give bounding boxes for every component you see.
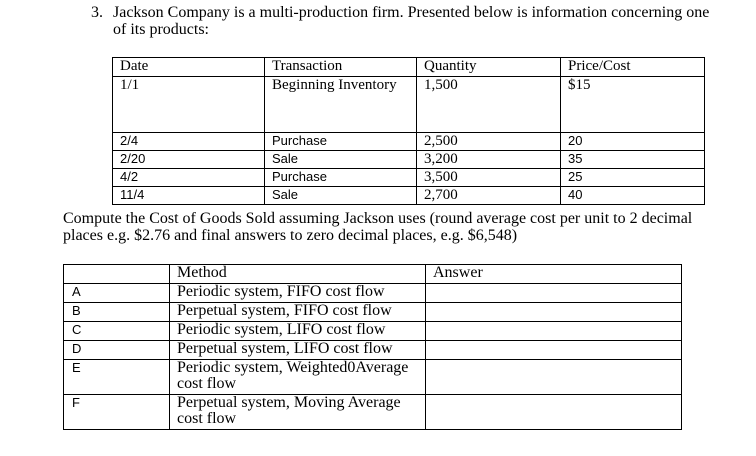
quantity-cell: 3,200 [416,150,561,169]
date-cell: 1/1 [112,76,265,133]
transaction-cell: Sale [264,186,417,205]
question-number: 3. [91,4,103,21]
method-cell: Periodic system, FIFO cost flow [169,283,426,303]
header-quantity: Quantity [416,57,561,77]
answer-cell[interactable] [425,283,682,303]
letter-cell: A [63,283,170,303]
answers-header-row: Method Answer [63,264,682,284]
header-letter [63,264,170,284]
method-cell: Periodic system, LIFO cost flow [169,321,426,341]
date-cell: 11/4 [112,186,265,205]
answer-cell[interactable] [425,394,682,430]
letter-cell: D [63,340,170,360]
letter-cell: C [63,321,170,341]
table-row: 2/20 Sale 3,200 35 [112,150,705,169]
table-row: C Periodic system, LIFO cost flow [63,321,682,341]
price-cell: 40 [560,186,705,205]
table-row: 4/2 Purchase 3,500 25 [112,168,705,187]
table-row: 2/4 Purchase 2,500 20 [112,132,705,151]
date-cell: 4/2 [112,168,265,187]
price-cell: 35 [560,150,705,169]
answer-cell[interactable] [425,359,682,395]
transaction-cell: Sale [264,150,417,169]
header-date: Date [112,57,265,77]
table-row: F Perpetual system, Moving Average cost … [63,394,682,430]
quantity-cell: 1,500 [416,76,561,133]
letter-cell: E [63,359,170,395]
table-row: A Periodic system, FIFO cost flow [63,283,682,303]
table-row: B Perpetual system, FIFO cost flow [63,302,682,322]
method-cell: Perpetual system, LIFO cost flow [169,340,426,360]
answers-table: Method Answer A Periodic system, FIFO co… [63,264,682,430]
price-cell: $15 [560,76,705,133]
transactions-header-row: Date Transaction Quantity Price/Cost [112,57,705,77]
instructions-text: Compute the Cost of Goods Sold assuming … [63,210,693,244]
header-price-cost: Price/Cost [560,57,705,77]
answer-cell[interactable] [425,302,682,322]
letter-cell: F [63,394,170,430]
table-row: E Periodic system, Weighted0Average cost… [63,359,682,395]
header-answer: Answer [425,264,682,284]
answer-cell[interactable] [425,340,682,360]
question-text: Jackson Company is a multi-production fi… [113,4,710,38]
price-cell: 20 [560,132,705,151]
transaction-cell: Purchase [264,132,417,151]
method-cell: Perpetual system, FIFO cost flow [169,302,426,322]
header-method: Method [169,264,426,284]
table-row: 1/1 Beginning Inventory 1,500 $15 [112,76,705,133]
method-cell: Periodic system, Weighted0Average cost f… [169,359,426,395]
answer-cell[interactable] [425,321,682,341]
date-cell: 2/4 [112,132,265,151]
transactions-table: Date Transaction Quantity Price/Cost 1/1… [112,57,705,205]
quantity-cell: 3,500 [416,168,561,187]
date-cell: 2/20 [112,150,265,169]
table-row: 11/4 Sale 2,700 40 [112,186,705,205]
transaction-cell: Purchase [264,168,417,187]
quantity-cell: 2,700 [416,186,561,205]
letter-cell: B [63,302,170,322]
header-transaction: Transaction [264,57,417,77]
quantity-cell: 2,500 [416,132,561,151]
method-cell: Perpetual system, Moving Average cost fl… [169,394,426,430]
table-row: D Perpetual system, LIFO cost flow [63,340,682,360]
transaction-cell: Beginning Inventory [264,76,417,133]
price-cell: 25 [560,168,705,187]
